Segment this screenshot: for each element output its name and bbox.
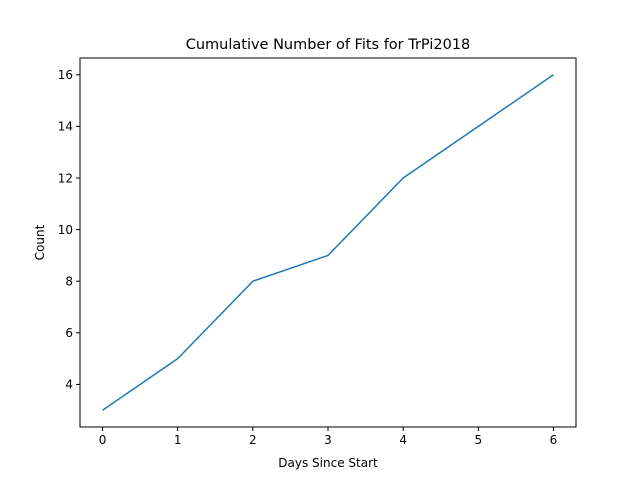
x-tick-label: 2 <box>249 433 257 447</box>
x-tick-label: 6 <box>550 433 558 447</box>
x-tick-label: 3 <box>324 433 332 447</box>
series-line-0 <box>102 74 554 411</box>
y-tick-label: 10 <box>58 223 73 237</box>
y-tick-label: 4 <box>65 378 73 392</box>
x-axis: 0 1 2 3 4 5 6 <box>99 427 558 447</box>
x-tick-label: 4 <box>399 433 407 447</box>
y-tick-label: 16 <box>58 68 73 82</box>
x-tick-label: 5 <box>474 433 482 447</box>
y-axis-label: Count <box>33 224 47 260</box>
y-tick-label: 14 <box>58 120 73 134</box>
x-axis-label: Days Since Start <box>278 456 378 470</box>
series-layer <box>102 74 554 411</box>
y-tick-label: 12 <box>58 171 73 185</box>
chart-title: Cumulative Number of Fits for TrPi2018 <box>186 37 471 53</box>
y-tick-label: 6 <box>65 326 73 340</box>
y-axis: 4 6 8 10 12 14 16 <box>58 68 80 392</box>
x-tick-label: 0 <box>99 433 107 447</box>
x-tick-label: 1 <box>174 433 182 447</box>
y-tick-label: 8 <box>65 275 73 289</box>
